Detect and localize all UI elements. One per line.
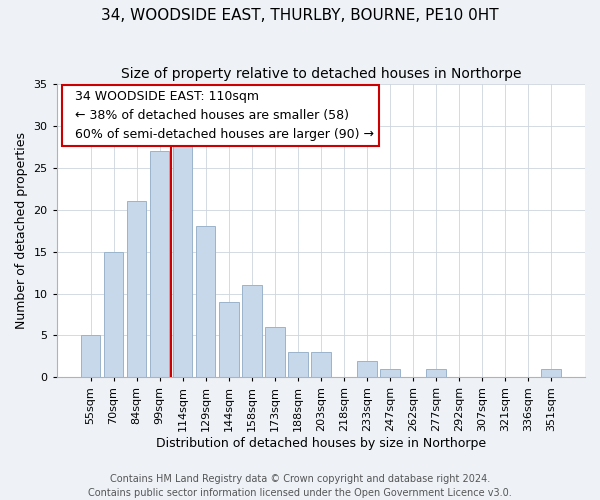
- Bar: [357, 360, 377, 378]
- Bar: [242, 285, 262, 378]
- Bar: [380, 369, 400, 378]
- Bar: [311, 352, 331, 378]
- Title: Size of property relative to detached houses in Northorpe: Size of property relative to detached ho…: [121, 68, 521, 82]
- Bar: [288, 352, 308, 378]
- X-axis label: Distribution of detached houses by size in Northorpe: Distribution of detached houses by size …: [156, 437, 486, 450]
- Bar: [541, 369, 561, 378]
- Text: Contains HM Land Registry data © Crown copyright and database right 2024.
Contai: Contains HM Land Registry data © Crown c…: [88, 474, 512, 498]
- Y-axis label: Number of detached properties: Number of detached properties: [15, 132, 28, 329]
- Bar: [219, 302, 239, 378]
- Text: 34 WOODSIDE EAST: 110sqm
  ← 38% of detached houses are smaller (58)
  60% of se: 34 WOODSIDE EAST: 110sqm ← 38% of detach…: [67, 90, 374, 141]
- Text: 34, WOODSIDE EAST, THURLBY, BOURNE, PE10 0HT: 34, WOODSIDE EAST, THURLBY, BOURNE, PE10…: [101, 8, 499, 22]
- Bar: [426, 369, 446, 378]
- Bar: [127, 202, 146, 378]
- Bar: [81, 336, 100, 378]
- Bar: [265, 327, 284, 378]
- Bar: [150, 151, 169, 378]
- Bar: [173, 142, 193, 378]
- Bar: [104, 252, 124, 378]
- Bar: [196, 226, 215, 378]
